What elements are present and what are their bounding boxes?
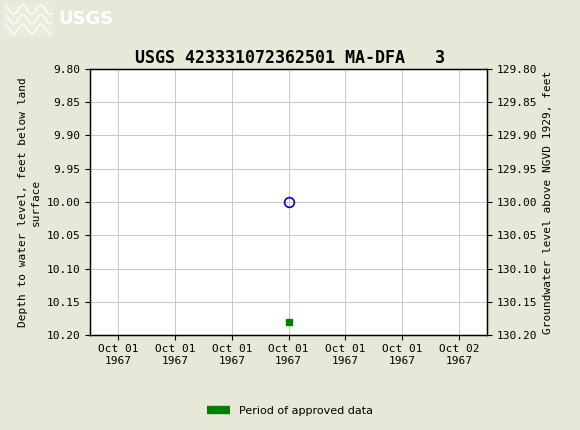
Text: USGS: USGS [58,10,113,28]
Text: USGS 423331072362501 MA-DFA   3: USGS 423331072362501 MA-DFA 3 [135,49,445,68]
Legend: Period of approved data: Period of approved data [203,401,377,420]
Y-axis label: Depth to water level, feet below land
surface: Depth to water level, feet below land su… [17,77,41,327]
Y-axis label: Groundwater level above NGVD 1929, feet: Groundwater level above NGVD 1929, feet [543,71,553,334]
FancyBboxPatch shape [3,3,52,36]
